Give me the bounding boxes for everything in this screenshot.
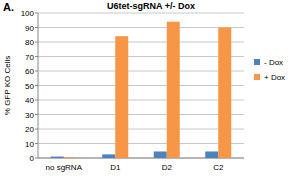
bar: [218, 28, 231, 159]
bar: [64, 157, 77, 158]
tick-label: 80: [25, 38, 34, 47]
legend-swatch: [254, 74, 260, 80]
bar: [154, 151, 167, 158]
grid-line: [38, 42, 244, 43]
bar: [115, 36, 128, 158]
tick-label: 20: [25, 125, 34, 134]
chart-container: A. U6tet-sgRNA +/- Dox 0 10 20 30 40 50 60 70 80 90…: [0, 0, 300, 183]
grid-line: [38, 129, 244, 130]
bar: [205, 151, 218, 158]
legend-label: + Dox: [264, 73, 285, 82]
grid-line: [38, 56, 244, 57]
category-label: no sgRNA: [46, 163, 83, 172]
category-label: C2: [213, 163, 224, 172]
tick-label: 100: [21, 9, 35, 18]
tick-label: 10: [25, 140, 34, 149]
tick-label: 90: [25, 24, 34, 33]
y-axis: [38, 13, 39, 158]
legend-swatch: [254, 59, 260, 65]
legend-label: - Dox: [264, 58, 283, 67]
category-label: D2: [162, 163, 173, 172]
tick-label: 60: [25, 67, 34, 76]
y-axis-label: % GFP KO Cells: [3, 56, 12, 115]
grid-line: [38, 114, 244, 115]
bar: [167, 22, 180, 158]
grid-line: [38, 27, 244, 28]
grid-line: [38, 71, 244, 72]
tick-label: 70: [25, 53, 34, 62]
bars: [51, 22, 232, 158]
bar: [51, 157, 64, 158]
panel-label: A.: [3, 1, 14, 13]
chart: A. U6tet-sgRNA +/- Dox 0 10 20 30 40 50 60 70 80 90…: [0, 0, 300, 183]
tick-label: 0: [30, 154, 35, 163]
grid-line: [38, 13, 244, 14]
grid-line: [38, 85, 244, 86]
grid-line: [38, 143, 244, 144]
bar: [102, 154, 115, 158]
tick-label: 40: [25, 96, 34, 105]
tick-label: 50: [25, 82, 34, 91]
title: U6tet-sgRNA +/- Dox: [107, 1, 195, 11]
grid-line: [38, 100, 244, 101]
tick-label: 30: [25, 111, 34, 120]
category-label: D1: [110, 163, 121, 172]
